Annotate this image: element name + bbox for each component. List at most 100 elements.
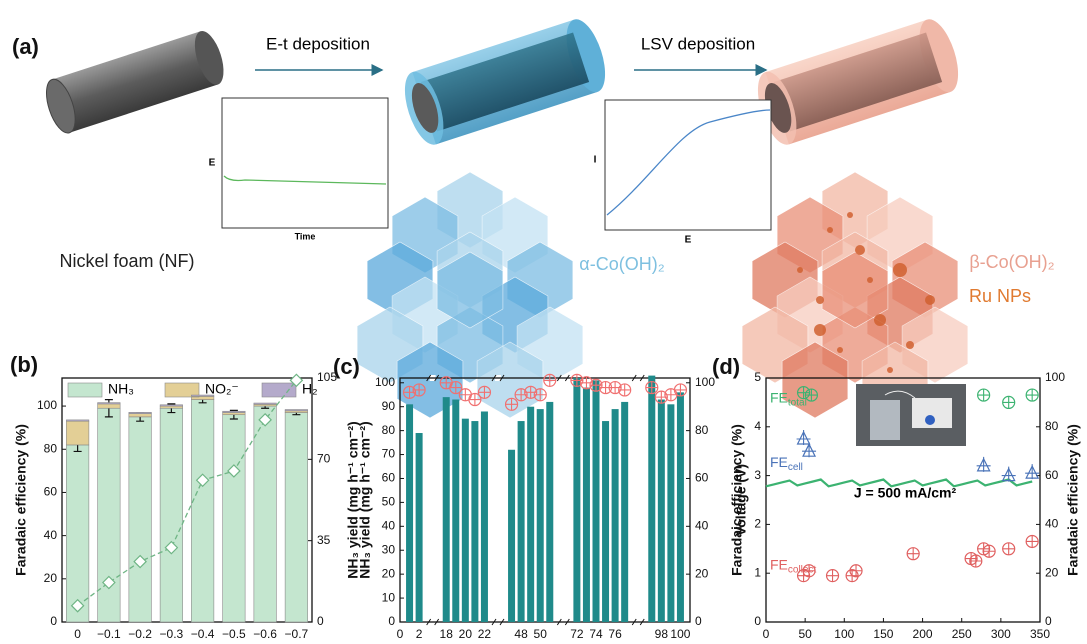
y2-tick-label: 40 [1045, 517, 1059, 531]
bar [621, 402, 628, 622]
inset-y-label: E [209, 158, 216, 169]
bar [98, 403, 121, 404]
point [1026, 535, 1038, 547]
bar [129, 412, 152, 413]
x-tick-label: −0.2 [128, 627, 152, 641]
x-tick-label: 2 [416, 627, 423, 641]
material-label: Ru NPs [969, 286, 1031, 306]
point [506, 398, 518, 410]
bar [254, 403, 277, 404]
bar [452, 400, 459, 622]
bar [191, 400, 214, 622]
x-tick-label: 150 [873, 627, 893, 641]
series-name: FE [770, 556, 788, 572]
x-tick-label: 48 [514, 627, 528, 641]
annotation: J = 500 mA/cm² [854, 485, 957, 501]
x-tick-label: −0.6 [253, 627, 277, 641]
bar [160, 408, 183, 622]
series-name: FE [770, 389, 788, 405]
legend-label: NO₂⁻ [205, 381, 239, 397]
y-tick-label: 1 [754, 565, 761, 579]
y2-tick-label: 0 [1045, 614, 1052, 628]
y2-axis-label: Faradaic efficiency (%) [1065, 424, 1081, 576]
bar [129, 417, 152, 622]
y-tick-label: 70 [382, 447, 396, 461]
legend-swatch [262, 383, 296, 397]
y-tick-label: 10 [382, 590, 396, 604]
point [907, 548, 919, 560]
panel-label: (a) [12, 34, 39, 59]
bar [602, 421, 609, 622]
bar [254, 406, 277, 622]
x-tick-label: 18 [440, 627, 454, 641]
panel-label: (c) [333, 354, 360, 379]
ru-particle [837, 347, 843, 353]
bar [648, 376, 655, 622]
ru-particle [797, 267, 803, 273]
ru-particle [874, 314, 886, 326]
point [797, 430, 811, 445]
bar [583, 388, 590, 622]
nickel-foam-cylinder [41, 28, 229, 137]
bar [416, 433, 423, 622]
x-tick-label: −0.4 [191, 627, 215, 641]
material-label: α-Co(OH)₂ [579, 254, 664, 274]
y-tick-label: 0 [754, 614, 761, 628]
bar [667, 404, 674, 622]
bar [66, 420, 89, 421]
bar [98, 404, 121, 408]
point [646, 382, 658, 394]
y2-tick-label: 0 [317, 614, 324, 628]
step-label: E-t deposition [266, 34, 370, 53]
y-tick-label: 80 [44, 441, 58, 455]
x-tick-label: 0 [397, 627, 404, 641]
bar [285, 410, 308, 411]
point [413, 384, 425, 396]
point [674, 384, 686, 396]
ru-particle [816, 296, 824, 304]
ru-particle [925, 295, 935, 305]
x-tick-label: 98 [655, 627, 669, 641]
y2-tick-label: 40 [695, 518, 709, 532]
legend-label: NH₃ [108, 381, 134, 397]
ru-particle [855, 245, 865, 255]
y2-tick-label: 100 [1045, 370, 1065, 384]
photo-inset [856, 384, 966, 446]
y-tick-label: 0 [50, 614, 57, 628]
bar [537, 409, 544, 622]
y-tick-label: 80 [382, 423, 396, 437]
y-tick-label: 20 [382, 566, 396, 580]
bar [612, 409, 619, 622]
y2-tick-label: 80 [1045, 419, 1059, 433]
series-subscript: collect [788, 564, 817, 575]
ru-particle [887, 367, 893, 373]
beta-cylinder [750, 15, 966, 150]
material-label: Nickel foam (NF) [59, 251, 194, 271]
bar [508, 450, 515, 622]
y-tick-label: 90 [382, 399, 396, 413]
bar [546, 402, 553, 622]
inset-e-t: E Time [209, 98, 388, 241]
ru-particle [814, 324, 826, 336]
figure: (a) E-t deposition LSV deposition E Time… [0, 0, 1087, 644]
x-tick-label: 100 [670, 627, 690, 641]
bar [481, 411, 488, 622]
alpha-cylinder [397, 15, 613, 150]
y2-tick-label: 35 [317, 533, 331, 547]
bar [66, 421, 89, 445]
point [827, 570, 839, 582]
y-tick-label: 50 [382, 495, 396, 509]
bar [160, 406, 183, 408]
point [970, 555, 982, 567]
y-tick-label: 4 [754, 419, 761, 433]
ru-particle [867, 277, 873, 283]
x-tick-label: 200 [913, 627, 933, 641]
x-tick-label: 76 [608, 627, 622, 641]
y-tick-label: 5 [754, 370, 761, 384]
point [544, 374, 556, 386]
y-tick-label: 60 [382, 471, 396, 485]
y-tick-label: 60 [44, 485, 58, 499]
x-tick-label: 350 [1030, 627, 1050, 641]
bar [518, 421, 525, 622]
x-tick-label: 72 [570, 627, 584, 641]
